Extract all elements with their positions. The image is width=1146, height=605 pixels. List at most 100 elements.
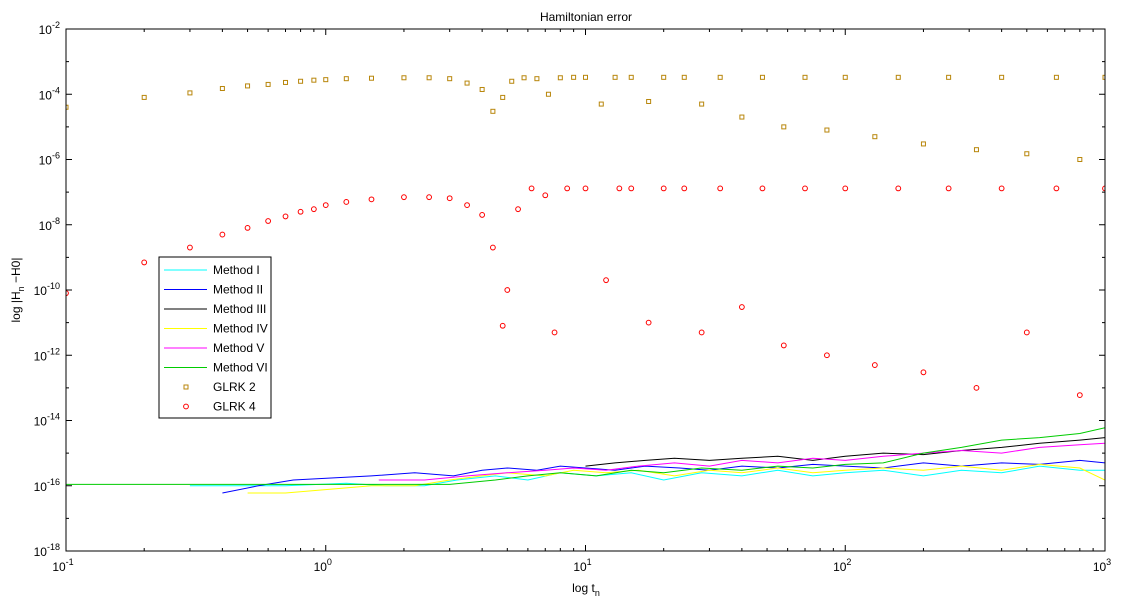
y-tick-label-exponent: -14 [47, 412, 60, 422]
data-point-glrk-4 [426, 194, 433, 201]
data-point-glrk-4 [1023, 329, 1030, 336]
data-point-glrk-2 [509, 78, 515, 84]
y-tick-label: 10-18 [34, 542, 60, 559]
data-point-glrk-2 [1102, 74, 1105, 80]
data-point-glrk-2 [681, 74, 687, 80]
data-point-glrk-2 [521, 75, 527, 81]
series-method-iv [247, 463, 1105, 494]
data-point-glrk-2 [699, 101, 705, 107]
data-point-glrk-2 [311, 77, 317, 83]
data-point-glrk-2 [1077, 157, 1083, 162]
legend-label-method-iv: Method IV [213, 322, 268, 336]
legend-label-method-vi: Method VI [213, 361, 268, 375]
data-point-glrk-4 [343, 199, 350, 205]
x-tick-label-base: 10 [314, 560, 328, 574]
legend-item-method-i: Method I [164, 263, 260, 277]
data-point-glrk-2 [141, 94, 147, 100]
data-point-glrk-4 [265, 218, 272, 224]
legend-item-glrk-2: GLRK 2 [183, 380, 256, 394]
y-axis-label: log |Hn −H0| [9, 258, 26, 323]
data-point-glrk-2 [802, 74, 808, 80]
legend-item-method-v: Method V [164, 341, 264, 355]
data-point-glrk-2 [920, 141, 926, 147]
data-point-glrk-4 [582, 185, 589, 192]
legend-item-method-vi: Method VI [164, 361, 268, 375]
y-tick-label-base: 10 [39, 154, 53, 168]
data-point-glrk-4 [1053, 185, 1060, 192]
x-tick-label-base: 10 [52, 560, 66, 574]
data-point-glrk-4 [698, 329, 705, 336]
series-glrk-4 [66, 185, 1105, 399]
data-point-glrk-2 [426, 75, 432, 81]
y-axis-ticks: 10-1810-1610-1410-1210-1010-810-610-410-… [34, 20, 1105, 559]
data-point-glrk-2 [245, 83, 251, 89]
y-tick-label: 10-4 [39, 85, 60, 102]
data-point-glrk-4 [842, 185, 849, 192]
legend-item-method-iii: Method III [164, 302, 266, 316]
legend-item-method-ii: Method II [164, 283, 263, 297]
data-point-glrk-2 [872, 134, 878, 140]
y-tick-label-base: 10 [39, 88, 53, 102]
data-point-glrk-4 [780, 342, 787, 349]
data-point-glrk-2 [895, 74, 901, 80]
series-line-method-iii [585, 437, 1105, 467]
legend-label-method-iii: Method III [213, 302, 266, 316]
data-point-glrk-2 [661, 74, 667, 80]
series-layer [66, 74, 1105, 494]
data-point-glrk-2 [447, 76, 453, 82]
data-point-glrk-4 [499, 322, 506, 329]
legend-swatch-glrk-2 [183, 384, 189, 390]
data-point-glrk-2 [973, 147, 979, 153]
data-point-glrk-4 [489, 244, 496, 251]
data-point-glrk-4 [368, 196, 375, 203]
data-point-glrk-2 [490, 108, 496, 114]
data-point-glrk-2 [66, 104, 69, 110]
y-tick-label-exponent: -8 [52, 216, 60, 226]
data-point-glrk-4 [551, 329, 558, 336]
legend-label-glrk-2: GLRK 2 [213, 380, 256, 394]
data-point-glrk-4 [244, 225, 251, 231]
data-point-glrk-2 [545, 91, 551, 97]
data-point-glrk-4 [717, 185, 724, 192]
data-point-glrk-2 [500, 94, 506, 100]
data-point-glrk-2 [739, 114, 745, 120]
data-point-glrk-2 [368, 75, 374, 81]
y-tick-label-base: 10 [34, 415, 48, 429]
y-tick-label-exponent: -6 [52, 151, 60, 161]
data-point-glrk-2 [283, 79, 289, 85]
x-tick-label-base: 10 [573, 560, 587, 574]
series-method-ii [222, 459, 1105, 494]
data-point-glrk-2 [464, 80, 470, 86]
y-axis-label-suffix: −H0| [9, 258, 23, 287]
data-point-glrk-2 [187, 90, 193, 96]
data-point-glrk-4 [802, 185, 808, 192]
y-tick-label-exponent: -2 [52, 20, 60, 30]
data-point-glrk-4 [998, 185, 1005, 192]
data-point-glrk-2 [999, 74, 1005, 80]
y-tick-label-exponent: -18 [47, 542, 60, 552]
data-point-glrk-2 [571, 74, 577, 80]
legend-swatch-glrk-4 [183, 403, 189, 410]
data-point-glrk-2 [824, 127, 830, 133]
y-tick-label: 10-16 [34, 477, 60, 494]
data-point-glrk-4 [464, 202, 470, 209]
data-point-glrk-2 [598, 101, 604, 107]
series-glrk-2 [66, 74, 1105, 162]
data-point-glrk-2 [759, 74, 765, 80]
data-point-glrk-4 [515, 206, 521, 213]
data-point-glrk-2 [534, 76, 540, 82]
y-tick-label-base: 10 [34, 349, 48, 363]
data-point-glrk-4 [681, 185, 688, 192]
data-point-glrk-4 [528, 185, 535, 192]
data-point-glrk-2 [842, 74, 848, 80]
y-tick-label: 10-10 [34, 281, 60, 298]
data-point-glrk-4 [660, 185, 667, 192]
x-tick-label-base: 10 [1093, 560, 1107, 574]
data-point-glrk-4 [1076, 392, 1083, 399]
data-point-glrk-4 [446, 195, 453, 202]
data-point-glrk-2 [583, 74, 588, 80]
y-tick-label-base: 10 [34, 545, 48, 559]
data-point-glrk-4 [187, 244, 193, 251]
x-tick-label-exponent: 1 [587, 557, 592, 567]
x-tick-label: 101 [573, 557, 591, 574]
